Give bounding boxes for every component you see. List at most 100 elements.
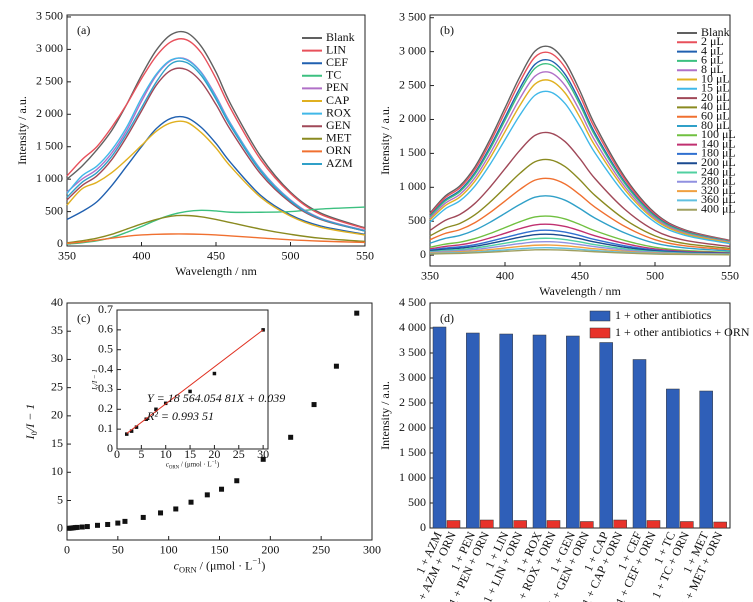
y-tick-label: 2 500 xyxy=(399,395,426,409)
bar xyxy=(632,359,647,529)
bar xyxy=(499,333,513,529)
data-point xyxy=(154,407,158,412)
data-point xyxy=(311,402,317,408)
legend-label: MET xyxy=(326,131,352,145)
legend-label: 1 + other antibiotics + ORN xyxy=(615,325,750,339)
data-point xyxy=(219,486,225,492)
label-part: c xyxy=(166,460,170,468)
data-point xyxy=(95,522,100,528)
spectrum-line xyxy=(429,229,731,255)
y-tick-label: 3 500 xyxy=(36,9,63,23)
bar xyxy=(546,520,561,529)
data-point xyxy=(115,520,121,526)
x-tick-label: 15 xyxy=(184,447,196,461)
label-part: 0 xyxy=(96,385,101,388)
label-part: /I − 1 xyxy=(23,404,37,432)
legend-label: 140 μL xyxy=(701,136,736,150)
data-point xyxy=(188,499,194,505)
y-tick-label: 0.2 xyxy=(98,401,113,415)
x-tick-label: 50 xyxy=(112,543,124,557)
data-point xyxy=(129,429,134,433)
bar xyxy=(580,521,594,529)
legend-label: 240 μL xyxy=(701,164,736,178)
legend-label: Blank xyxy=(701,25,730,39)
label-part: / (μmol · L xyxy=(179,460,212,468)
y-tick-label: 1 500 xyxy=(399,145,426,159)
y-tick-label: 30 xyxy=(51,351,63,365)
x-tick-label: 20 xyxy=(208,447,220,461)
y-tick-label: 3 500 xyxy=(399,9,426,23)
y-tick-label: 1 000 xyxy=(399,179,426,193)
legend-label: ORN xyxy=(326,143,352,157)
legend-label: 400 μL xyxy=(701,201,736,215)
data-point xyxy=(134,425,139,429)
y-tick-label: 40 xyxy=(51,295,63,309)
plot-frame xyxy=(66,14,366,247)
spectrum-line xyxy=(429,177,731,251)
legend-swatch xyxy=(589,310,611,322)
legend-label: CAP xyxy=(326,93,350,107)
x-tick-label: 150 xyxy=(211,543,229,557)
spectrum-line xyxy=(66,214,366,244)
bar xyxy=(480,519,494,529)
bar xyxy=(613,519,627,529)
label-part: 0 xyxy=(30,431,39,435)
x-tick-label: 0 xyxy=(64,543,70,557)
bar xyxy=(646,520,661,529)
data-point xyxy=(188,389,192,394)
y-tick-label: 1 000 xyxy=(36,171,63,185)
label-part: −1 xyxy=(212,460,218,465)
spectrum-line xyxy=(429,237,731,255)
bar xyxy=(680,521,694,529)
y-tick-label: 0.4 xyxy=(98,361,113,375)
data-point xyxy=(173,506,179,512)
y-tick-label: 0 xyxy=(420,247,426,261)
spectrum-line xyxy=(429,215,731,254)
legend-label: GEN xyxy=(326,118,351,132)
x-tick-label: 10 xyxy=(160,447,172,461)
legend-label: 40 μL xyxy=(701,99,730,113)
legend-label: 360 μL xyxy=(701,192,736,206)
spectrum-line xyxy=(429,195,731,252)
spectrum-line xyxy=(66,30,366,229)
plot-frame xyxy=(429,302,731,529)
y-tick-label: 0 xyxy=(57,236,63,250)
legend-label: 80 μL xyxy=(701,118,730,132)
x-axis-label: Wavelength / nm xyxy=(175,264,257,278)
x-tick-label: 500 xyxy=(282,249,300,263)
y-tick-label: 10 xyxy=(51,464,63,478)
legend-label: LIN xyxy=(326,42,346,56)
spectrum-line xyxy=(429,58,731,243)
spectrum-line xyxy=(429,158,731,250)
bar xyxy=(432,326,447,529)
x-tick-label: 0 xyxy=(114,447,120,461)
label-part: ORN xyxy=(169,465,180,470)
y-axis-label: Intensity / a.u. xyxy=(378,381,392,450)
data-point xyxy=(124,432,129,436)
legend-label: 2 μL xyxy=(701,34,724,48)
x-tick-label: 450 xyxy=(207,249,225,263)
label-part: c xyxy=(174,558,180,572)
bar xyxy=(566,335,580,529)
spectrum-line xyxy=(429,233,731,255)
data-point xyxy=(204,492,210,498)
legend-label: 180 μL xyxy=(701,146,736,160)
legend-label: 280 μL xyxy=(701,174,736,188)
x-tick-label: 400 xyxy=(496,269,514,283)
legend-label: PEN xyxy=(326,80,349,94)
spectrum-line xyxy=(429,79,731,244)
y-tick-label: 0.1 xyxy=(98,421,113,435)
y-axis-label: I0/I − 1 xyxy=(23,404,40,441)
bar xyxy=(446,520,461,529)
x-axis-label: cORN / (μmol · L−1) xyxy=(166,460,220,470)
x-tick-label: 200 xyxy=(261,543,279,557)
bar xyxy=(666,388,680,529)
legend-label: 4 μL xyxy=(701,43,724,57)
y-tick-label: 1 500 xyxy=(399,445,426,459)
legend-label: TC xyxy=(326,68,341,82)
y-tick-label: 5 xyxy=(57,492,63,506)
x-tick-label: 350 xyxy=(58,249,76,263)
y-axis-label: I0/I − 1 xyxy=(91,369,101,391)
legend-label: 10 μL xyxy=(701,71,730,85)
data-point xyxy=(105,521,111,527)
